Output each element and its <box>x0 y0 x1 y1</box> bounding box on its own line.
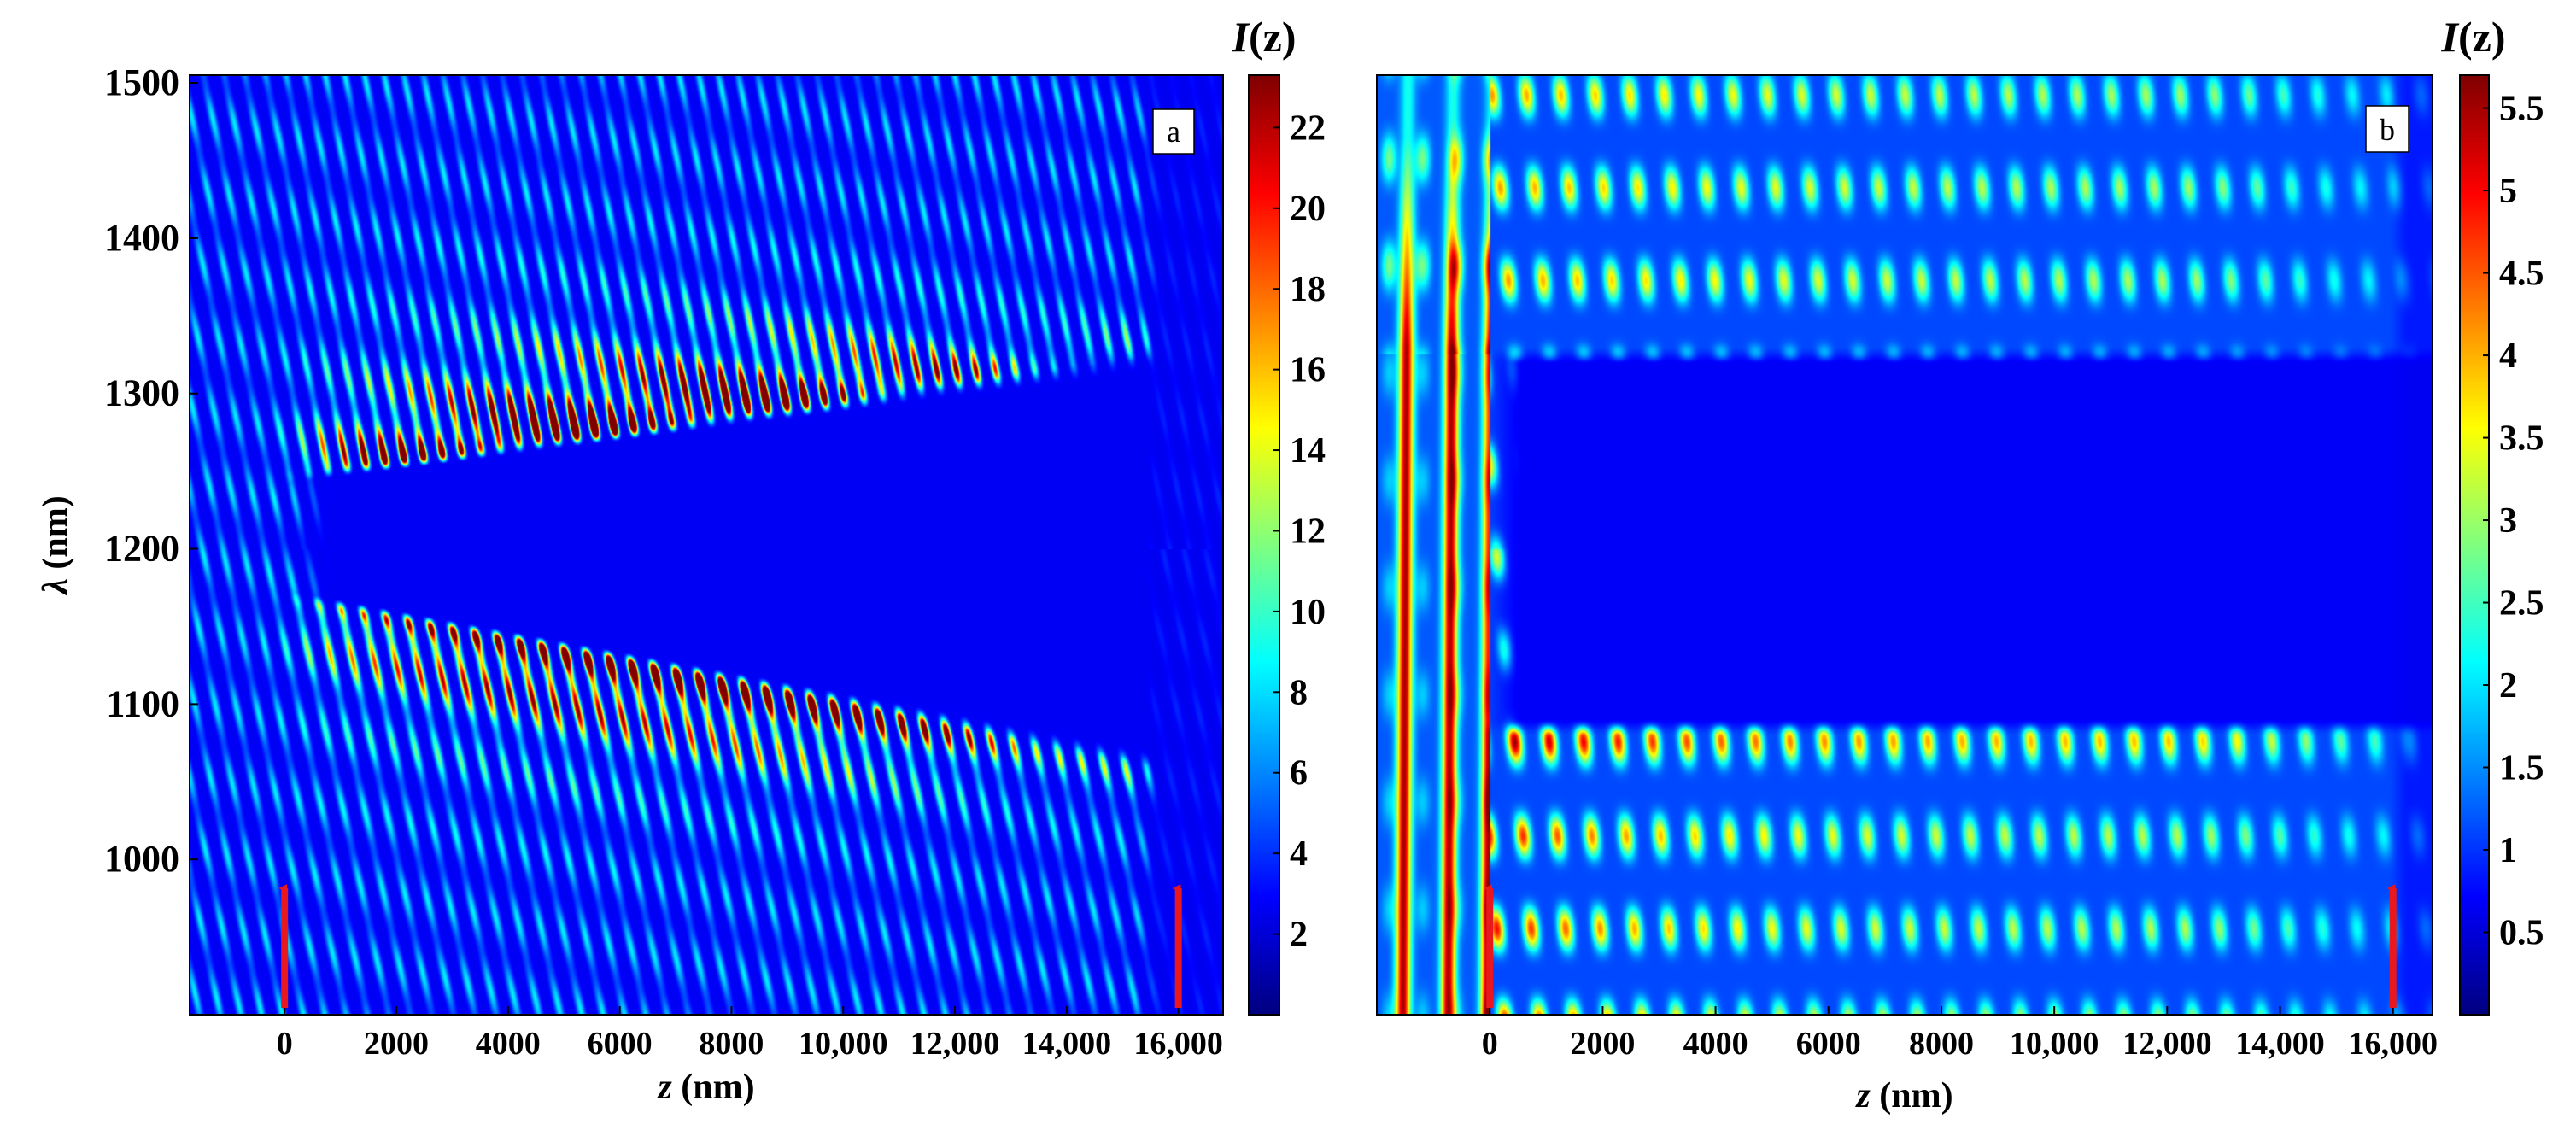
colorbar-tick-label-b: 3 <box>2499 501 2517 541</box>
colorbar-tick-label-b: 1.5 <box>2499 749 2544 788</box>
x-tick-label-b: 4000 <box>1683 1026 1748 1062</box>
x-ticks-a: 0 2000 4000 6000 8000 10,000 12,000 14,000 16,00… <box>277 1006 1223 1062</box>
colorbar-b <box>2460 75 2489 1015</box>
colorbar-ticks-b: 0.5 1 1.5 2 2.5 3 3.5 4 4.5 5 5.5 <box>2483 90 2544 953</box>
heatmap-b <box>1377 75 2433 1015</box>
panel-label-b: b <box>2380 113 2395 147</box>
y-tick-label-a: 1200 <box>104 528 179 570</box>
colorbar-title-b: I(z) <box>2441 13 2506 61</box>
colorbar-tick-label-b: 2.5 <box>2499 584 2544 624</box>
colorbar-tick-label-a: 16 <box>1290 351 1326 390</box>
colorbar-tick-label-b: 0.5 <box>2499 914 2544 953</box>
colorbar-tick-label-a: 20 <box>1290 190 1326 229</box>
colorbar-tick-label-a: 2 <box>1290 916 1308 955</box>
x-tick-label-b: 6000 <box>1796 1026 1861 1062</box>
x-tick-label-b: 2000 <box>1570 1026 1635 1062</box>
x-axis-label-a: z (nm) <box>656 1068 754 1107</box>
colorbar-tick-label-a: 8 <box>1290 673 1308 712</box>
panel-label-a: a <box>1167 114 1180 149</box>
y-tick-label-a: 1300 <box>104 372 179 414</box>
panel-label-box-b <box>2365 105 2409 153</box>
x-tick-label-b: 14,000 <box>2235 1026 2325 1062</box>
plot-frame-a <box>189 74 1224 1016</box>
y-tick-label-a: 1000 <box>104 838 179 880</box>
x-tick-label-b: 0 <box>1482 1026 1498 1062</box>
x-tick-label-b: 10,000 <box>2010 1026 2099 1062</box>
colorbar-tick-label-a: 14 <box>1290 431 1326 471</box>
x-tick-label-a: 16,000 <box>1133 1026 1223 1062</box>
colorbar-tick-label-a: 22 <box>1290 108 1326 148</box>
panel-a: 0 2000 4000 6000 8000 10,000 12,000 14,000 16,00… <box>36 13 1326 1107</box>
colorbar-tick-label-b: 1 <box>2499 831 2517 870</box>
x-tick-label-a: 14,000 <box>1022 1026 1112 1062</box>
y-axis-label-a: λ (nm) <box>36 495 75 595</box>
x-tick-label-a: 6000 <box>588 1026 653 1062</box>
colorbar-tick-label-b: 5.5 <box>2499 90 2544 129</box>
x-axis-label-b: z (nm) <box>1854 1076 1952 1115</box>
colorbar-tick-label-b: 2 <box>2499 666 2517 706</box>
colorbar-tick-label-a: 18 <box>1290 270 1326 309</box>
plot-frame-b <box>1376 74 2433 1016</box>
x-tick-label-a: 10,000 <box>799 1026 888 1062</box>
panel-b: 0 2000 4000 6000 8000 10,000 12,000 14,000 16,00… <box>1376 13 2544 1115</box>
colorbar-title-a: I(z) <box>1232 13 1297 61</box>
colorbar-frame-a <box>1248 74 1280 1016</box>
y-ticks-a: 1000 1100 1200 1300 1400 1500 <box>104 61 198 880</box>
x-tick-label-a: 8000 <box>699 1026 764 1062</box>
colorbar-tick-label-b: 4 <box>2499 337 2517 376</box>
colorbar-tick-label-a: 12 <box>1290 512 1326 551</box>
colorbar-a <box>1249 75 1279 1015</box>
x-tick-label-a: 2000 <box>364 1026 429 1062</box>
y-tick-label-a: 1500 <box>104 61 179 103</box>
x-ticks-b: 0 2000 4000 6000 8000 10,000 12,000 14,000 16,00… <box>1482 1006 2438 1062</box>
heatmap-a <box>190 75 1223 1015</box>
colorbar-tick-label-b: 3.5 <box>2499 419 2544 459</box>
arrows-b <box>1484 884 2397 1008</box>
x-tick-label-a: 12,000 <box>910 1026 1000 1062</box>
y-tick-label-a: 1400 <box>104 217 179 259</box>
colorbar-tick-label-a: 6 <box>1290 754 1308 793</box>
x-tick-label-b: 12,000 <box>2122 1026 2212 1062</box>
colorbar-tick-label-a: 10 <box>1290 593 1326 632</box>
arrows-a <box>278 884 1182 1008</box>
colorbar-frame-b <box>2459 74 2490 1016</box>
colorbar-tick-label-b: 4.5 <box>2499 255 2544 294</box>
panel-label-box-a <box>1152 108 1195 155</box>
colorbar-tick-label-b: 5 <box>2499 172 2517 211</box>
colorbar-ticks-a: 2 4 6 8 10 12 14 16 18 20 22 <box>1273 108 1326 955</box>
colorbar-tick-label-a: 4 <box>1290 834 1308 874</box>
x-tick-label-a: 0 <box>277 1026 293 1062</box>
x-tick-label-a: 4000 <box>476 1026 541 1062</box>
x-tick-label-b: 16,000 <box>2348 1026 2438 1062</box>
x-tick-label-b: 8000 <box>1909 1026 1974 1062</box>
y-tick-label-a: 1100 <box>106 682 179 724</box>
